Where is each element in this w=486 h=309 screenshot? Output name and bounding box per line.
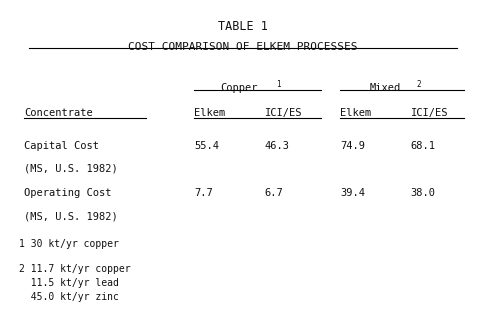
Text: 2: 2: [417, 80, 421, 89]
Text: 1: 1: [276, 80, 280, 89]
Text: 6.7: 6.7: [265, 188, 284, 198]
Text: (MS, U.S. 1982): (MS, U.S. 1982): [24, 164, 118, 174]
Text: Concentrate: Concentrate: [24, 108, 93, 118]
Text: 68.1: 68.1: [411, 141, 435, 150]
Text: 1 30 kt/yr copper: 1 30 kt/yr copper: [19, 239, 120, 249]
Text: Elkem: Elkem: [194, 108, 226, 118]
Text: Operating Cost: Operating Cost: [24, 188, 112, 198]
Text: 38.0: 38.0: [411, 188, 435, 198]
Text: 46.3: 46.3: [265, 141, 290, 150]
Text: 74.9: 74.9: [340, 141, 365, 150]
Text: 7.7: 7.7: [194, 188, 213, 198]
Text: COST COMPARISON OF ELKEM PROCESSES: COST COMPARISON OF ELKEM PROCESSES: [128, 42, 358, 52]
Text: (MS, U.S. 1982): (MS, U.S. 1982): [24, 212, 118, 222]
Text: ICI/ES: ICI/ES: [265, 108, 302, 118]
Text: Elkem: Elkem: [340, 108, 371, 118]
Text: 39.4: 39.4: [340, 188, 365, 198]
Text: TABLE 1: TABLE 1: [218, 20, 268, 33]
Text: 55.4: 55.4: [194, 141, 219, 150]
Text: Mixed: Mixed: [369, 83, 401, 93]
Text: 2 11.7 kt/yr copper
  11.5 kt/yr lead
  45.0 kt/yr zinc: 2 11.7 kt/yr copper 11.5 kt/yr lead 45.0…: [19, 264, 131, 302]
Text: ICI/ES: ICI/ES: [411, 108, 448, 118]
Text: Copper: Copper: [221, 83, 258, 93]
Text: Capital Cost: Capital Cost: [24, 141, 99, 150]
